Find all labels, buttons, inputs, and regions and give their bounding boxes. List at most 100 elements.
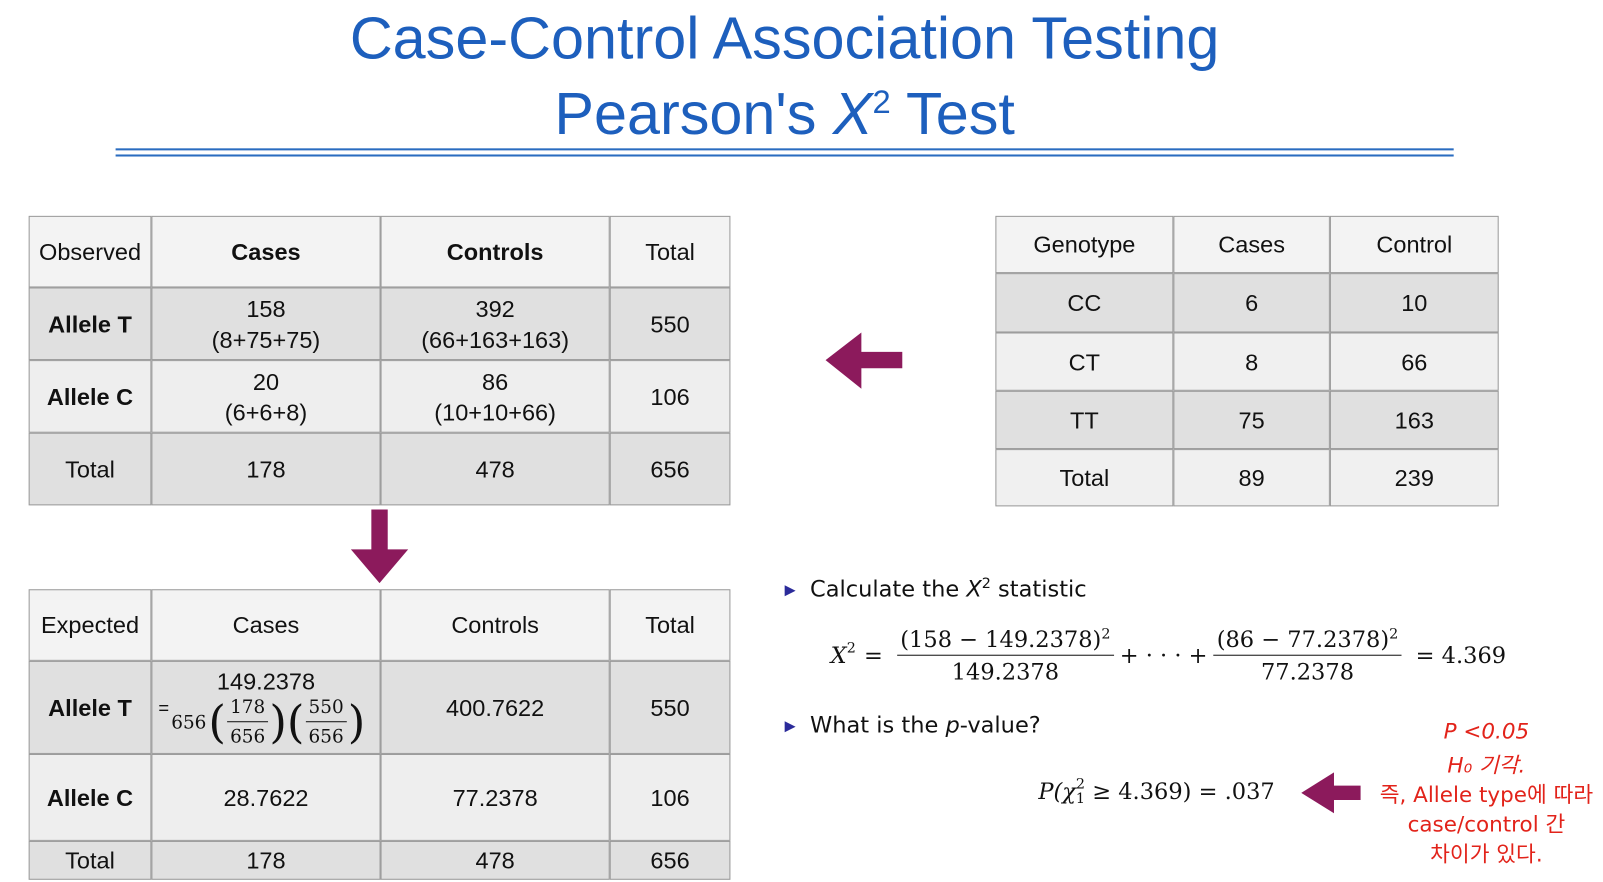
- math: 1: [1075, 790, 1086, 808]
- table-cell: Total: [609, 589, 731, 661]
- cell-text: 106: [650, 784, 690, 811]
- arrow: [350, 509, 409, 584]
- cell-text: Cases: [231, 238, 301, 265]
- bullet-text: statistic: [990, 577, 1087, 603]
- cell-text: Control: [1376, 231, 1453, 258]
- math: (86 − 77.2378): [1216, 627, 1390, 654]
- bullet: ▶ What is the p-value?: [784, 713, 1041, 739]
- math: P(: [1038, 779, 1063, 805]
- bullet: ▶ Calculate the X2 statistic: [784, 575, 1087, 603]
- cell-text: Total: [1059, 464, 1110, 492]
- note-line: 즉, Allele type에 따라: [1379, 782, 1594, 808]
- math: 550: [305, 697, 347, 723]
- subtitle-text: Test: [890, 80, 1015, 148]
- table-cell: 28.7622: [151, 753, 381, 841]
- cell-text: Total: [65, 847, 115, 874]
- cell-text: 158: [246, 295, 286, 322]
- table-cell: Genotype: [995, 215, 1174, 274]
- cell-text: Total: [645, 238, 695, 265]
- note-line: 차이가 있다.: [1430, 841, 1543, 867]
- math: =: [864, 643, 883, 669]
- table-cell: 239: [1329, 449, 1499, 507]
- cell-text: (66+163+163): [421, 325, 570, 353]
- subtitle-text: Pearson's: [554, 80, 833, 148]
- cell-text: 66: [1401, 348, 1428, 375]
- cell-text: 89: [1238, 464, 1265, 492]
- table-cell: Total: [28, 432, 152, 506]
- math: (158 − 149.2378): [900, 627, 1102, 654]
- table-cell: TT: [995, 390, 1174, 450]
- pvalue-formula: P(χ 2 1 ≥ 4.369) = .037: [1038, 777, 1274, 806]
- cell-text: 400.7622: [446, 694, 545, 721]
- rule: [115, 154, 1454, 157]
- table-cell: 178: [151, 432, 381, 506]
- math: 77.2378: [1260, 660, 1355, 686]
- table-cell: Allele C: [28, 753, 152, 841]
- subtitle-symbol: X: [832, 80, 873, 148]
- cell-text: (6+6+8): [224, 398, 308, 426]
- table-cell: 656: [609, 432, 731, 506]
- math: χ: [1062, 779, 1076, 805]
- table-cell: Allele T: [28, 287, 152, 361]
- cell-text: 8: [1245, 348, 1259, 375]
- cell-text: 75: [1238, 406, 1265, 434]
- table-cell: 550: [609, 287, 731, 361]
- cell-text: 178: [246, 847, 286, 874]
- table-cell: Observed: [28, 215, 152, 288]
- table-cell: 478: [380, 840, 610, 880]
- table-cell: Controls: [380, 589, 610, 661]
- table-cell: Cases: [151, 215, 381, 288]
- bullet-text: What is the: [809, 713, 946, 739]
- arrow: [1301, 772, 1361, 814]
- title: Case-Control Association Testing: [349, 5, 1220, 72]
- cell-text: Total: [65, 455, 115, 483]
- rule: [115, 148, 1454, 151]
- math: 2: [846, 640, 856, 657]
- table-cell: 86 (10+10+66): [380, 360, 610, 433]
- table-cell: Control: [1329, 215, 1499, 274]
- cell-text: 149.2378: [216, 668, 316, 695]
- table-cell: CC: [995, 273, 1174, 333]
- math: 178: [227, 697, 269, 723]
- paren: (: [286, 696, 305, 749]
- cell-text: 10: [1401, 289, 1428, 317]
- cell-text: 550: [650, 694, 690, 721]
- paren: ): [347, 696, 366, 749]
- table-cell: 163: [1329, 390, 1499, 450]
- math: + · · · +: [1119, 643, 1208, 669]
- bullet-symbol: X: [966, 577, 982, 603]
- math: X: [830, 643, 847, 669]
- table-cell: 77.2378: [380, 753, 610, 841]
- cell-text: 86: [482, 367, 509, 395]
- bullet-symbol: p: [945, 713, 960, 739]
- table-cell: 550: [609, 660, 731, 754]
- cell-text: 28.7622: [223, 784, 309, 811]
- cell-text: CC: [1067, 289, 1102, 317]
- note-line: H₀ 기각.: [1447, 752, 1526, 778]
- formula: = 656(178 656)(550 656): [158, 697, 365, 749]
- cell-text: 163: [1394, 406, 1434, 434]
- bullet-text: -value?: [959, 713, 1041, 739]
- math: = 4.369: [1415, 643, 1507, 669]
- cell-text: Allele C: [46, 383, 134, 410]
- math: =: [158, 697, 170, 719]
- bullet-sup: 2: [981, 575, 991, 593]
- table-cell: Total: [28, 840, 152, 880]
- table-cell: Cases: [151, 589, 381, 661]
- fraction: 550 656: [305, 697, 347, 749]
- paren: (: [208, 696, 226, 749]
- cell-text: 656: [650, 455, 690, 483]
- cell-text: Observed: [39, 238, 142, 265]
- subtitle: Pearson's X2 Test: [0, 80, 1569, 149]
- math: ≥ 4.369) = .037: [1085, 779, 1275, 805]
- table-cell: CT: [995, 332, 1174, 391]
- cell-text: Controls: [446, 238, 544, 265]
- cell-text: 6: [1245, 289, 1259, 317]
- math: 149.2378: [951, 660, 1060, 686]
- math: 2: [1389, 626, 1399, 643]
- cell-text: 478: [475, 455, 515, 483]
- cell-text: 239: [1394, 464, 1434, 492]
